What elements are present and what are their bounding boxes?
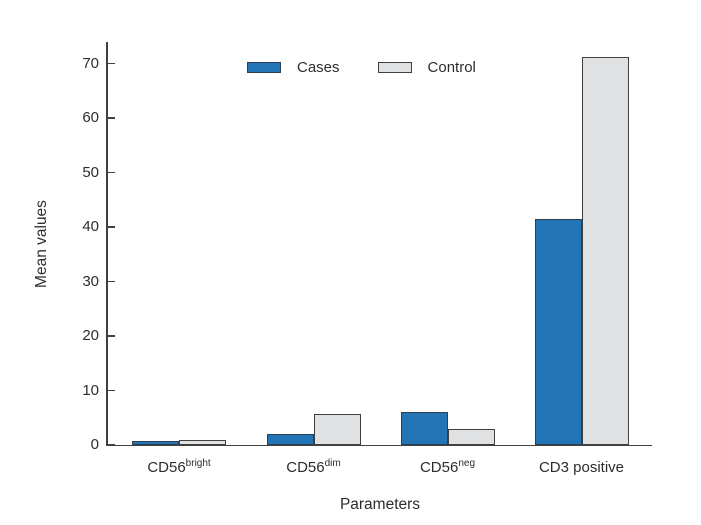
y-tick-label-0: 0 [90,436,99,453]
x-category-label-0: CD56bright [147,458,211,477]
legend-label-cases: Cases [297,59,340,76]
x-axis-title: Parameters [339,496,421,513]
y-tick-label-70: 70 [82,54,99,72]
y-tick-label-60: 60 [82,109,99,126]
bar-control-3 [581,56,629,445]
y-tick-mark-30 [108,280,115,283]
y-tick-mark-10 [108,389,115,392]
x-category-label-3: CD3 positive [538,459,625,476]
y-tick-mark-40 [108,226,115,228]
legend-label-control: Control [427,59,476,76]
y-tick-mark-0 [108,444,115,446]
bar-cases-0 [132,441,179,445]
y-tick-label-20: 20 [82,327,99,344]
y-tick-mark-60 [108,117,115,119]
legend-swatch-control [377,62,412,73]
bar-cases-1 [266,434,314,445]
y-tick-label-10: 10 [82,381,99,399]
legend-swatch-cases [247,62,281,73]
bar-control-1 [313,414,361,445]
x-category-label-1: CD56dim [286,458,341,477]
y-tick-mark-50 [108,171,115,174]
y-tick-mark-20 [108,335,115,337]
y-axis-title: Mean values [33,200,50,288]
y-tick-mark-70 [108,62,115,65]
y-tick-label-30: 30 [82,272,99,290]
legend: Cases Control [247,59,476,76]
bar-cases-2 [400,412,448,445]
y-tick-label-40: 40 [82,218,99,235]
bar-control-2 [447,429,495,445]
x-axis-line [106,444,652,446]
y-tick-label-50: 50 [82,163,99,181]
y-axis-line [106,42,108,446]
x-category-label-2: CD56neg [419,458,476,477]
bar-cases-3 [534,218,582,445]
bar-control-0 [179,440,226,445]
